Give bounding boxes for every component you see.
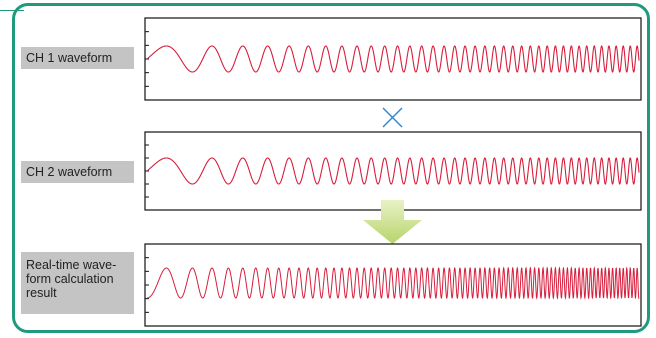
diagram-frame [12, 3, 650, 333]
ch1-panel [144, 17, 642, 101]
ch2-panel [144, 131, 642, 211]
ch1-plot-area [144, 17, 642, 101]
down-arrow-icon [363, 200, 422, 244]
ch2-waveform [146, 157, 640, 185]
result-ticks [145, 257, 149, 313]
ch1-waveform [146, 45, 640, 73]
result-waveform [146, 266, 640, 300]
callout-line [0, 10, 24, 11]
ch1-ticks [145, 31, 149, 87]
result-label: Real-time wave- form calculation result [21, 252, 134, 314]
ch1-label: CH 1 waveform [21, 47, 134, 69]
result-panel [144, 243, 642, 327]
ch2-plot-area [144, 131, 642, 211]
multiply-icon [382, 107, 403, 128]
ch2-label: CH 2 waveform [21, 161, 134, 183]
result-label-text: Real-time wave- form calculation result [26, 258, 117, 300]
